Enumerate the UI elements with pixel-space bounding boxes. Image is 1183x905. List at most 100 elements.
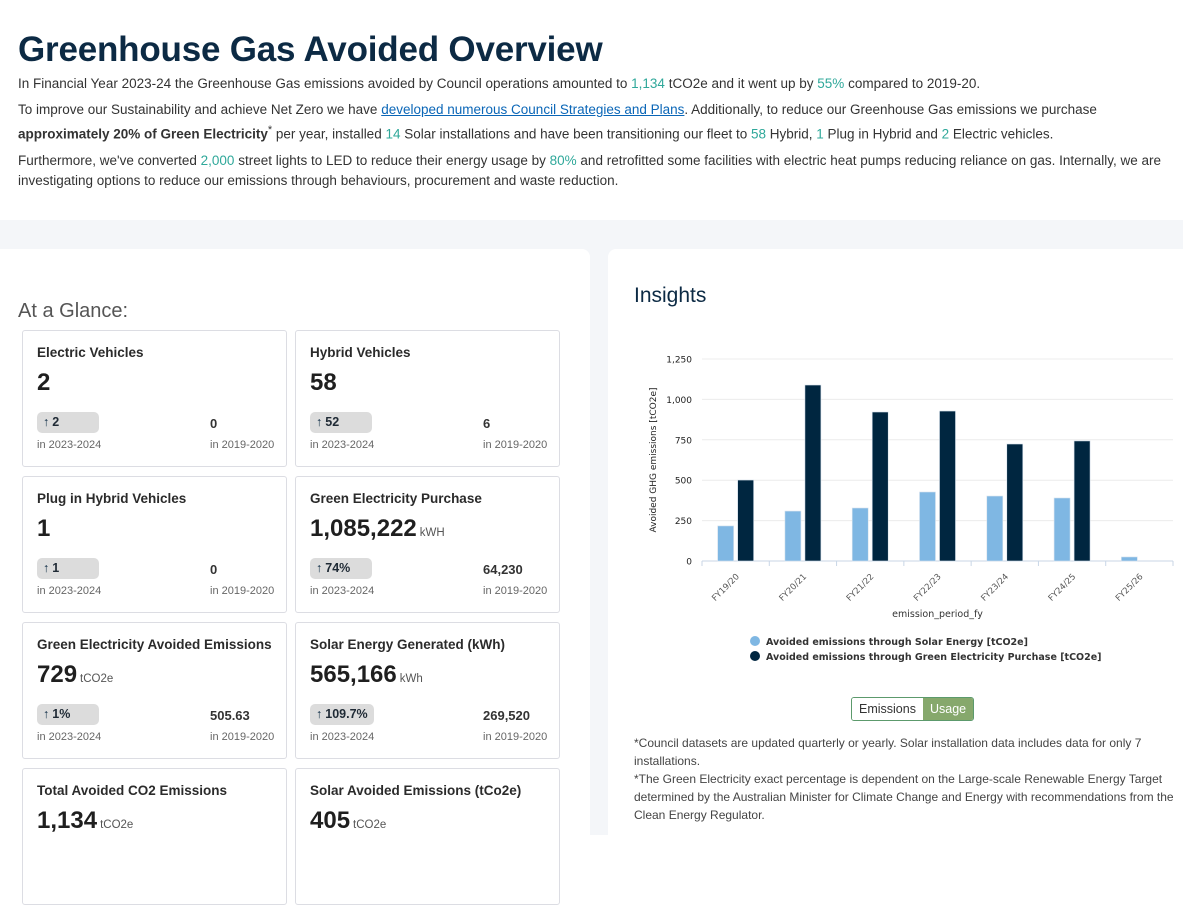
- current-period-label: in 2023-2024: [37, 731, 102, 743]
- previous-period-label: in 2019-2020: [483, 585, 548, 597]
- previous-value: 0: [210, 562, 218, 577]
- arrow-up-icon: ↑: [43, 561, 50, 575]
- card-title: Green Electricity Avoided Emissions: [37, 637, 272, 652]
- stat-card: Solar Energy Generated (kWh) 565,166 kWh ↑ 1…: [295, 622, 560, 759]
- text: per year, installed: [272, 126, 386, 142]
- bar-green-electricity: [871, 411, 889, 562]
- change-badge: ↑ 1%: [37, 704, 99, 725]
- legend-label: Avoided emissions through Green Electric…: [766, 652, 1102, 663]
- stat-card: Solar Avoided Emissions (tCo2e) 405 tCO2e: [295, 768, 560, 905]
- bar-solar: [717, 525, 734, 562]
- intro-section: Greenhouse Gas Avoided Overview In Finan…: [18, 28, 1178, 191]
- bar-green-electricity: [939, 410, 956, 562]
- card-title: Solar Energy Generated (kWh): [310, 637, 506, 652]
- y-tick-label: 1,000: [666, 396, 692, 406]
- highlight-solar-count: 14: [385, 126, 401, 142]
- y-tick-label: 250: [675, 517, 692, 527]
- change-badge: ↑ 52: [310, 412, 372, 433]
- highlight-plugin-count: 1: [816, 126, 824, 142]
- x-tick-label: FY20/21: [778, 572, 810, 604]
- intro-paragraph-1: In Financial Year 2023-24 the Greenhouse…: [18, 74, 1178, 94]
- card-title: Green Electricity Purchase: [310, 491, 482, 506]
- card-value-number: 1,134: [37, 807, 98, 834]
- change-value: 1: [52, 561, 60, 575]
- card-value-number: 58: [310, 369, 337, 396]
- bar-solar: [784, 510, 802, 562]
- change-value: 1%: [52, 707, 71, 721]
- x-tick-label: FY22/23: [912, 572, 944, 604]
- at-a-glance-title: At a Glance:: [18, 300, 129, 322]
- previous-period-label: in 2019-2020: [210, 731, 275, 743]
- current-period-label: in 2023-2024: [37, 585, 102, 597]
- previous-period-label: in 2019-2020: [210, 439, 275, 451]
- change-badge: ↑ 1: [37, 558, 99, 579]
- x-tick-label: FY23/24: [979, 572, 1011, 604]
- previous-period-label: in 2019-2020: [483, 731, 548, 743]
- previous-value: 6: [483, 416, 491, 431]
- change-value: 74%: [325, 561, 351, 575]
- emissions-toggle-button[interactable]: Emissions: [852, 698, 923, 720]
- card-title: Solar Avoided Emissions (tCo2e): [310, 783, 522, 798]
- text: tCO2e and it went up by: [664, 76, 818, 91]
- stat-card: Plug in Hybrid Vehicles 1 ↑ 1 in 2023-2024 0 i…: [22, 476, 287, 613]
- card-title: Electric Vehicles: [37, 345, 144, 360]
- card-value-number: 405: [310, 807, 351, 834]
- card-unit: kWH: [419, 527, 445, 539]
- insights-title: Insights: [634, 284, 707, 307]
- arrow-up-icon: ↑: [316, 561, 323, 575]
- card-value-number: 729: [37, 661, 78, 688]
- usage-toggle-button[interactable]: Usage: [922, 698, 974, 720]
- stat-card: Total Avoided CO2 Emissions 1,134 tCO2e: [22, 768, 287, 905]
- card-unit: kWh: [399, 673, 423, 685]
- card-unit: tCO2e: [353, 819, 387, 831]
- arrow-up-icon: ↑: [43, 707, 50, 721]
- current-period-label: in 2023-2024: [37, 439, 102, 451]
- stat-card: Hybrid Vehicles 58 ↑ 52 in 2023-2024 6 in 2019…: [295, 330, 560, 467]
- highlight-electric-count: 2: [941, 126, 950, 142]
- card-value: 2: [37, 369, 50, 397]
- previous-value: 64,230: [483, 562, 523, 577]
- highlight-streetlights: 2,000: [200, 152, 235, 168]
- text: To improve our Sustainability and achiev…: [18, 102, 382, 117]
- arrow-up-icon: ↑: [43, 415, 50, 429]
- chart-mode-toggle: Emissions Usage: [851, 697, 975, 721]
- previous-value: 505.63: [210, 708, 250, 723]
- change-badge: ↑ 109.7%: [310, 704, 374, 725]
- card-value: 729 tCO2e: [37, 661, 113, 689]
- bar-solar: [1121, 556, 1138, 562]
- y-tick-label: 1,250: [666, 356, 692, 366]
- text: Electric vehicles.: [949, 126, 1054, 142]
- text: street lights to LED to reduce their ene…: [234, 152, 550, 168]
- bar-green-electricity: [804, 384, 822, 562]
- card-value: 405 tCO2e: [310, 807, 386, 835]
- arrow-up-icon: ↑: [316, 415, 323, 429]
- card-value-number: 2: [37, 369, 51, 396]
- y-tick-label: 0: [686, 558, 692, 568]
- previous-period-label: in 2019-2020: [483, 439, 548, 451]
- legend-label: Avoided emissions through Solar Energy […: [766, 637, 1028, 648]
- highlight-energy-reduction: 80%: [549, 152, 577, 168]
- card-value-number: 565,166: [310, 661, 397, 688]
- y-tick-label: 750: [675, 436, 692, 446]
- card-value-number: 1: [37, 515, 51, 542]
- x-tick-label: FY24/25: [1047, 572, 1079, 604]
- current-period-label: in 2023-2024: [310, 585, 375, 597]
- text: Hybrid,: [766, 126, 817, 142]
- x-tick-label: FY25/26: [1114, 572, 1146, 604]
- change-badge: ↑ 2: [37, 412, 99, 433]
- previous-period-label: in 2019-2020: [210, 585, 275, 597]
- strategies-link[interactable]: developed numerous Council Strategies an…: [381, 102, 685, 117]
- card-title: Total Avoided CO2 Emissions: [37, 783, 228, 798]
- highlight-total-avoided: 1,134: [631, 76, 665, 91]
- current-period-label: in 2023-2024: [310, 731, 375, 743]
- text: Solar installations and have been transi…: [400, 126, 751, 142]
- page-title: Greenhouse Gas Avoided Overview: [18, 30, 603, 69]
- footnote-2: *The Green Electricity exact percentage …: [634, 772, 1174, 822]
- card-value: 58: [310, 369, 337, 397]
- bar-solar: [986, 495, 1004, 562]
- previous-value: 269,520: [483, 708, 530, 723]
- card-unit: tCO2e: [100, 819, 134, 831]
- card-value: 565,166 kWh: [310, 661, 423, 689]
- change-value: 2: [52, 415, 60, 429]
- intro-paragraph-3: Furthermore, we've converted 2,000 stree…: [18, 151, 1178, 191]
